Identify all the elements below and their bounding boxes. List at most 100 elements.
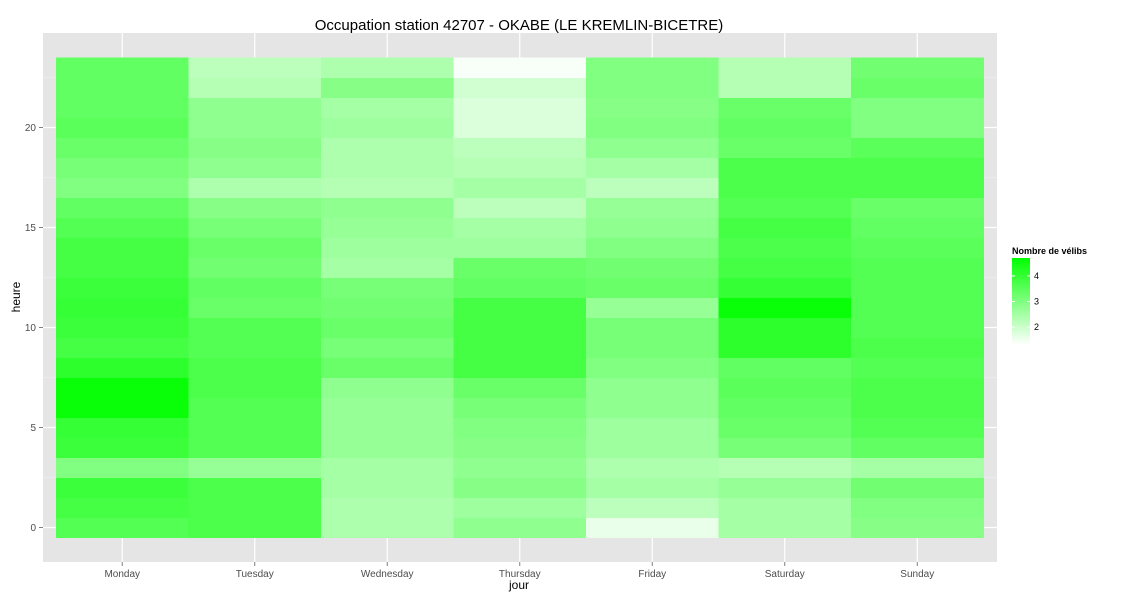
heatmap-tile: [453, 337, 587, 358]
heatmap-tile: [56, 517, 189, 538]
heatmap-tile: [718, 437, 852, 458]
heatmap-tile: [586, 177, 719, 198]
heatmap-tile: [718, 277, 852, 298]
heatmap-tile: [321, 397, 454, 418]
heatmap-tile: [188, 177, 322, 198]
heatmap-tile: [851, 117, 984, 138]
heatmap-tile: [56, 57, 189, 78]
heatmap-tile: [321, 437, 454, 458]
x-axis-ticks: Monday Tuesday Wednesday Thursday Friday Satu…: [104, 562, 934, 580]
heatmap-tile: [453, 97, 587, 118]
heatmap-tile: [851, 57, 984, 78]
heatmap-tile: [188, 297, 322, 318]
heatmap-tile: [586, 497, 719, 518]
heatmap-tile: [453, 197, 587, 218]
legend-tick-label: 2: [1034, 322, 1039, 332]
heatmap-tile: [718, 457, 852, 478]
heatmap-tile: [718, 317, 852, 338]
heatmap-tile: [56, 497, 189, 518]
heatmap-tile: [56, 257, 189, 278]
heatmap-tile: [586, 197, 719, 218]
heatmap-tile: [188, 397, 322, 418]
heatmap-tile: [453, 117, 587, 138]
heatmap-tile: [718, 477, 852, 498]
heatmap-tile: [453, 57, 587, 78]
heatmap-tile: [586, 517, 719, 538]
heatmap-tile: [718, 337, 852, 358]
heatmap-tile: [453, 77, 587, 98]
heatmap-tile: [321, 317, 454, 338]
heatmap-tile: [56, 457, 189, 478]
heatmap-tile: [188, 77, 322, 98]
heatmap-tile: [453, 317, 587, 338]
x-tick-label: Saturday: [765, 569, 805, 580]
x-tick-label: Wednesday: [361, 569, 414, 580]
heatmap-tile: [851, 357, 984, 378]
heatmap-tile: [586, 77, 719, 98]
heatmap-tile: [718, 157, 852, 178]
heatmap-tile: [56, 117, 189, 138]
heatmap-tile: [586, 117, 719, 138]
heatmap-tile: [321, 297, 454, 318]
y-axis-title: heure: [9, 281, 23, 312]
heatmap-tile: [321, 257, 454, 278]
heatmap-tile: [188, 157, 322, 178]
heatmap-tile: [586, 237, 719, 258]
heatmap-tile: [188, 257, 322, 278]
heatmap-tile: [56, 157, 189, 178]
heatmap-tile: [56, 237, 189, 258]
heatmap-tile: [188, 417, 322, 438]
legend-ticks: 2 3 4: [1012, 271, 1039, 332]
heatmap-tile: [851, 457, 984, 478]
heatmap-tile: [453, 257, 587, 278]
heatmap-tile: [56, 77, 189, 98]
heatmap-tile: [851, 197, 984, 218]
heatmap-tile: [56, 357, 189, 378]
heatmap-tile: [56, 177, 189, 198]
heatmap-tile: [586, 157, 719, 178]
heatmap-tile: [453, 437, 587, 458]
heatmap-tile: [188, 57, 322, 78]
y-tick-label: 0: [30, 523, 36, 534]
heatmap-tile: [586, 457, 719, 478]
heatmap-tile: [56, 397, 189, 418]
heatmap-tile: [321, 197, 454, 218]
heatmap-tile: [851, 517, 984, 538]
heatmap-tile: [453, 397, 587, 418]
x-tick-label: Friday: [638, 569, 666, 580]
heatmap-tile: [188, 477, 322, 498]
heatmap-tile: [851, 377, 984, 398]
heatmap-tile: [851, 317, 984, 338]
heatmap-tile: [851, 397, 984, 418]
heatmap-tile: [851, 437, 984, 458]
legend-colorbar: [1012, 258, 1030, 345]
heatmap-tile: [586, 397, 719, 418]
heatmap-tile: [586, 357, 719, 378]
heatmap-tile: [321, 177, 454, 198]
heatmap-tile: [586, 437, 719, 458]
heatmap-tile: [851, 337, 984, 358]
heatmap-tile: [188, 357, 322, 378]
legend-tick-label: 3: [1034, 297, 1039, 307]
heatmap-tile: [851, 417, 984, 438]
heatmap-tile: [851, 217, 984, 238]
heatmap-tile: [321, 157, 454, 178]
heatmap-tile: [718, 517, 852, 538]
heatmap-tile: [718, 417, 852, 438]
heatmap-tile: [718, 217, 852, 238]
heatmap-tile: [56, 337, 189, 358]
heatmap-tile: [718, 177, 852, 198]
heatmap-tile: [586, 137, 719, 158]
heatmap-tile: [453, 157, 587, 178]
heatmap-tile: [453, 297, 587, 318]
heatmap-tile: [586, 217, 719, 238]
heatmap-tile: [718, 197, 852, 218]
heatmap-tile: [851, 177, 984, 198]
heatmap-tile: [321, 517, 454, 538]
heatmap-tile: [586, 97, 719, 118]
heatmap-tile: [851, 157, 984, 178]
heatmap-tile: [851, 297, 984, 318]
heatmap-tile: [586, 57, 719, 78]
heatmap-tile: [188, 437, 322, 458]
heatmap-tile: [718, 377, 852, 398]
